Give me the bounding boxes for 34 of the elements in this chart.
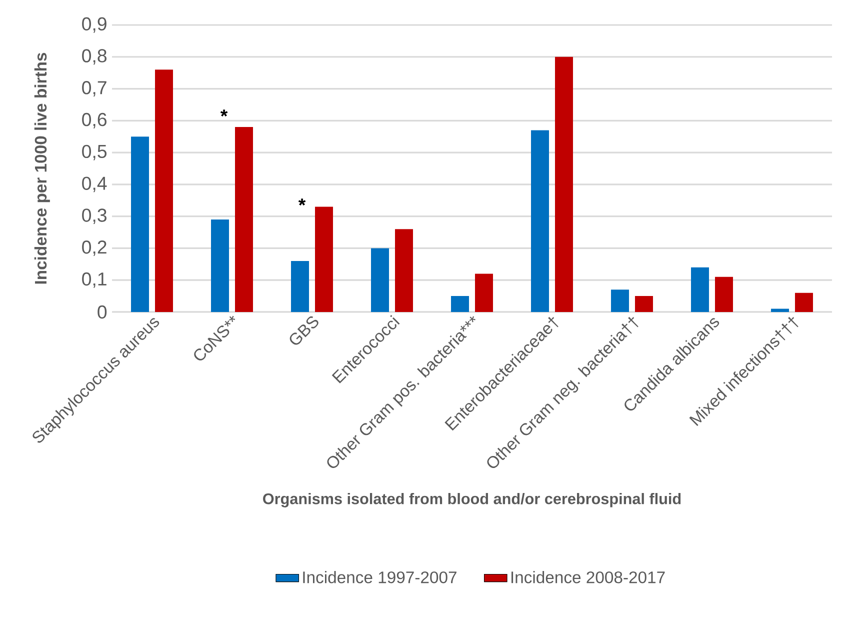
annotation: * <box>298 198 306 206</box>
bar <box>634 296 653 312</box>
bar <box>450 296 469 312</box>
legend-label: Incidence 2008-2017 <box>512 570 665 584</box>
y-tick-label: 0,8 <box>82 49 106 65</box>
y-tick-label: 0,5 <box>82 144 107 160</box>
x-axis-title: Organisms isolated from blood and/or cerebrospinal fluid <box>263 492 681 508</box>
legend-label: Incidence 1997-2007 <box>303 570 456 584</box>
y-tick-label: 0,1 <box>82 272 106 288</box>
bar <box>530 130 549 312</box>
bar <box>554 56 573 312</box>
y-tick-label: 0,6 <box>82 112 106 128</box>
bar <box>474 274 493 312</box>
bar <box>235 127 253 312</box>
bar <box>770 308 789 312</box>
bar <box>371 248 389 312</box>
bar <box>291 260 309 312</box>
y-tick-label: 0,2 <box>82 240 106 256</box>
y-tick-label: 0,7 <box>82 81 106 96</box>
bar <box>155 70 174 312</box>
y-axis-title: Incidence per 1000 live births <box>34 52 50 284</box>
bar <box>211 220 230 312</box>
bar <box>610 290 629 312</box>
y-tick-label: 0,4 <box>82 176 107 192</box>
y-tick-label: 0,9 <box>82 17 106 33</box>
bar <box>794 292 813 312</box>
bar <box>714 276 733 312</box>
bar <box>690 267 709 312</box>
annotation: * <box>220 110 228 117</box>
y-tick-label: 0,3 <box>82 208 106 224</box>
y-tick-label: 0 <box>98 305 107 319</box>
bar <box>131 136 150 312</box>
bar <box>315 206 333 312</box>
bar <box>394 229 413 312</box>
